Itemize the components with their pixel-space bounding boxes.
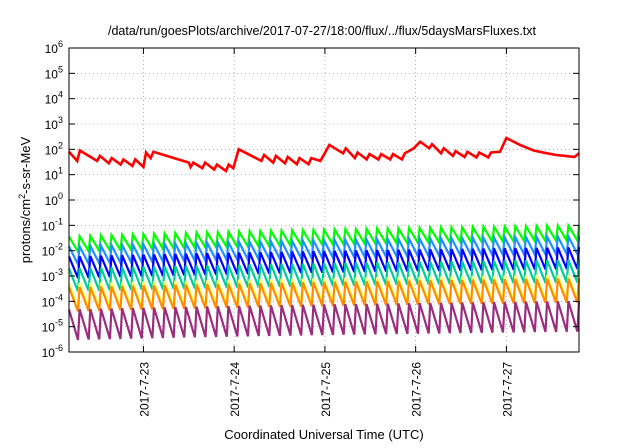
flux-series-line (68, 232, 581, 269)
y-tick-label: 104 (45, 90, 63, 107)
y-tick-label: 103 (45, 115, 63, 132)
flux-series-line (67, 300, 581, 341)
y-tick-labels: 10-6 10-5 10-4 10-3 10-2 10-1 100 101 102 103 104 1… (42, 39, 63, 360)
y-tick-label: 106 (45, 39, 63, 56)
x-tick-label: 2017-7-27 (500, 362, 514, 417)
y-tick-label: 10-5 (42, 318, 63, 335)
y-tick-label: 100 (45, 191, 63, 208)
y-tick-label: 10-1 (42, 216, 63, 233)
x-tick-label: 2017-7-23 (137, 362, 151, 417)
x-axis-label: Coordinated Universal Time (UTC) (224, 427, 423, 442)
y-tick-label: 10-2 (42, 242, 63, 259)
y-tick-label: 105 (45, 64, 63, 81)
flux-series-line (67, 259, 581, 292)
x-tick-labels: 2017-7-23 2017-7-24 2017-7-25 2017-7-26 2017… (137, 362, 514, 417)
flux-series-line (68, 136, 580, 173)
series-layer (67, 136, 581, 341)
y-tick-label: 101 (45, 166, 63, 183)
y-axis-label-superscript: 2 (17, 194, 27, 199)
flux-series-line (67, 274, 581, 308)
x-tick-label: 2017-7-26 (410, 362, 424, 417)
y-axis-label-tail: -s-sr-MeV (18, 136, 33, 193)
flux-series-line (67, 278, 581, 312)
flux-series-line (67, 247, 581, 279)
y-tick-label: 10-3 (42, 267, 63, 284)
x-tick-label: 2017-7-25 (319, 362, 333, 417)
y-axis-label: protons/cm2-s-sr-MeV (17, 136, 33, 263)
flux-series-line (68, 222, 581, 256)
chart-title: /data/run/goesPlots/archive/2017-07-27/1… (108, 24, 537, 38)
y-tick-label: 10-4 (42, 292, 63, 309)
plot-frame (68, 47, 580, 353)
x-tick-label: 2017-7-24 (228, 362, 242, 417)
y-tick-label: 102 (45, 140, 63, 157)
y-tick-label: 10-6 (42, 343, 63, 360)
